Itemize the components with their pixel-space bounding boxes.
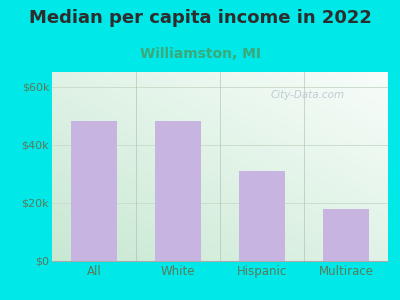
- Text: Williamston, MI: Williamston, MI: [140, 46, 260, 61]
- Bar: [71, 122, 117, 261]
- Text: City-Data.com: City-Data.com: [270, 90, 344, 100]
- Bar: [323, 209, 369, 261]
- Bar: [239, 171, 285, 261]
- Bar: [155, 122, 201, 261]
- Text: Median per capita income in 2022: Median per capita income in 2022: [28, 9, 372, 27]
